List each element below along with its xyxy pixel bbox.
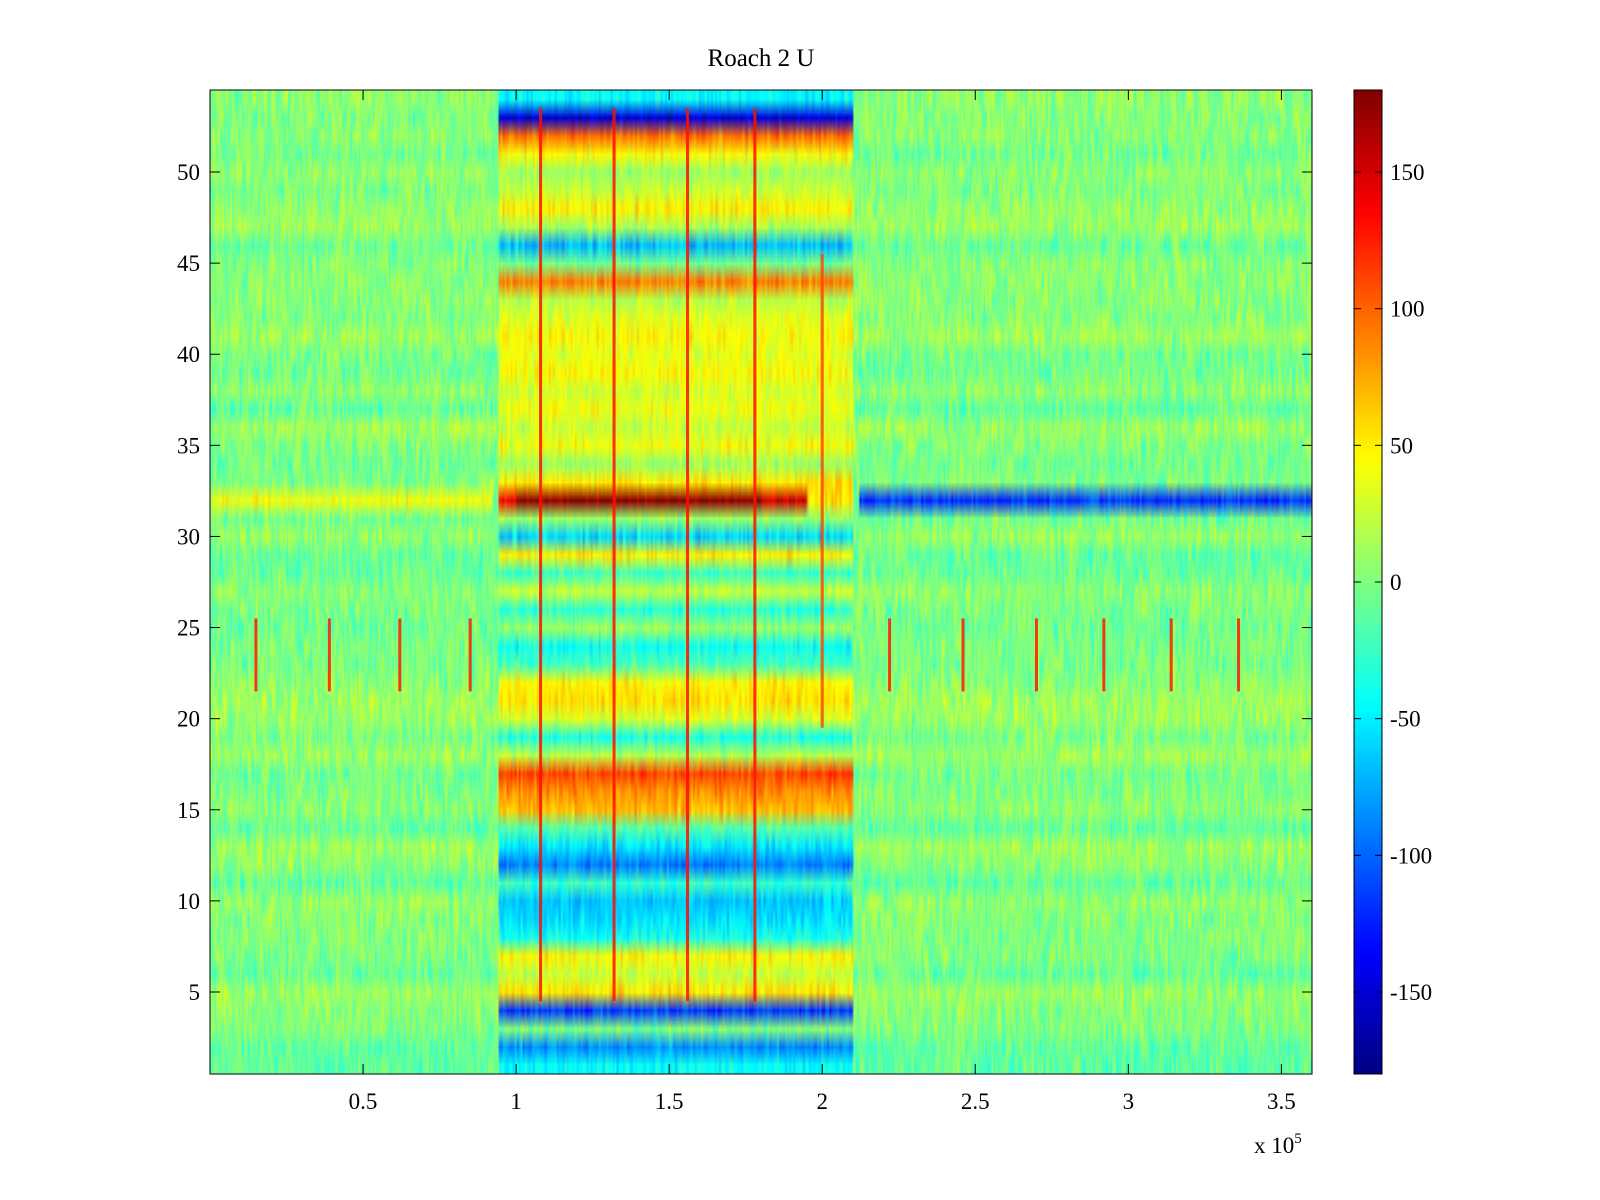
y-tick-label: 25 <box>177 616 200 641</box>
vertical-streak-14 <box>753 108 757 1002</box>
vertical-streak-13 <box>686 108 690 1002</box>
vertical-streak-2 <box>327 618 331 692</box>
colorbar-tick-label: -100 <box>1390 843 1432 868</box>
y-axis: 5 10 15 20 25 30 35 40 45 50 <box>177 160 1312 1005</box>
vertical-streak-12 <box>612 108 616 1002</box>
y-tick-label: 50 <box>177 160 200 185</box>
vertical-streak-15 <box>820 254 824 728</box>
x-tick-label: 3 <box>1123 1089 1135 1114</box>
x-tick-label: 2 <box>816 1089 828 1114</box>
heatmap-image <box>210 90 1312 1074</box>
vertical-streak-9 <box>1169 618 1173 692</box>
y-tick-label: 15 <box>177 798 200 823</box>
y-tick-label: 20 <box>177 707 200 732</box>
x-tick-label: 1.5 <box>655 1089 684 1114</box>
x-axis-exponent: x 105 <box>1254 1131 1302 1158</box>
y-tick-label: 35 <box>177 433 200 458</box>
y-tick-label: 45 <box>177 251 200 276</box>
vertical-streak-3 <box>398 618 402 692</box>
x-tick-label: 3.5 <box>1267 1089 1296 1114</box>
heatmap-plot-area: 0.5 1 1.5 2 2.5 3 3.5 5 10 15 20 25 30 35 40 45 50 <box>177 89 1313 1114</box>
colorbar-tick-label: 150 <box>1390 160 1425 185</box>
y-tick-label: 5 <box>189 980 201 1005</box>
colorbar-tick-label: 100 <box>1390 297 1425 322</box>
colorbar: 150 100 50 0 -50 -100 -150 <box>1353 89 1432 1075</box>
colorbar-tick-label: -50 <box>1390 707 1421 732</box>
vertical-streak-7 <box>1035 618 1038 692</box>
x-axis-exponent-base: x 10 <box>1254 1133 1294 1158</box>
y-tick-label: 30 <box>177 524 200 549</box>
colorbar-tick-label: 50 <box>1390 433 1413 458</box>
y-tick-label: 10 <box>177 889 200 914</box>
vertical-streak-8 <box>1102 618 1106 692</box>
x-axis: 0.5 1 1.5 2 2.5 3 3.5 <box>349 90 1296 1114</box>
vertical-streak-11 <box>539 108 543 1002</box>
colorbar-tick-label: -150 <box>1390 980 1432 1005</box>
x-axis-exponent-power: 5 <box>1294 1131 1302 1147</box>
x-tick-label: 2.5 <box>961 1089 990 1114</box>
plot-frame <box>209 89 1313 1075</box>
vertical-streak-4 <box>468 618 472 692</box>
chart-title: Roach 2 U <box>708 45 815 72</box>
vertical-streak-6 <box>961 618 965 692</box>
vertical-streaks <box>254 108 1241 1002</box>
vertical-streak-1 <box>254 618 258 692</box>
colorbar-ticks: 150 100 50 0 -50 -100 -150 <box>1354 160 1432 1005</box>
vertical-streak-5 <box>888 618 892 692</box>
x-tick-label: 1 <box>510 1089 522 1114</box>
x-tick-label: 0.5 <box>349 1089 378 1114</box>
vertical-streak-10 <box>1237 618 1241 692</box>
colorbar-tick-label: 0 <box>1390 570 1402 595</box>
y-tick-label: 40 <box>177 342 200 367</box>
